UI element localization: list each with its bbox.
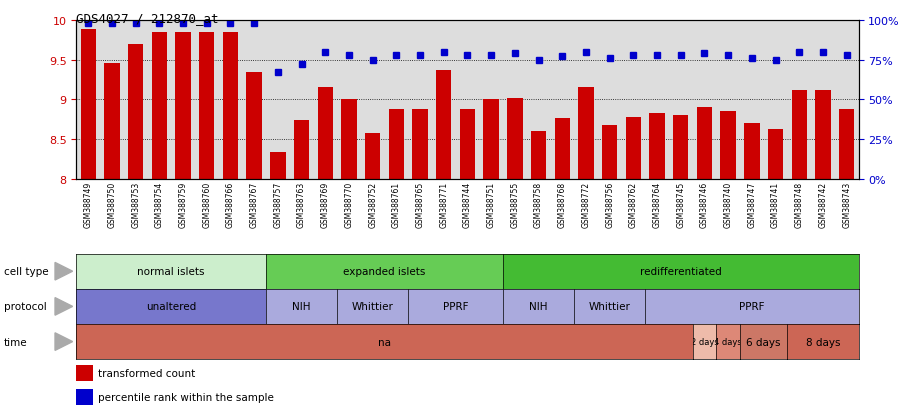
Bar (436, 71, 451, 180)
Bar (555, 119, 570, 180)
Bar (81, 30, 96, 180)
Bar (815, 90, 831, 180)
Text: time: time (4, 337, 28, 347)
Text: unaltered: unaltered (147, 301, 196, 312)
Text: 2 days: 2 days (690, 337, 718, 346)
Polygon shape (55, 298, 73, 316)
Bar (152, 33, 167, 180)
Text: 4 days: 4 days (715, 337, 742, 346)
Polygon shape (55, 333, 73, 351)
Bar (697, 108, 712, 180)
Text: 6 days: 6 days (746, 337, 781, 347)
Bar (76, 365, 93, 381)
Text: percentile rank within the sample: percentile rank within the sample (98, 392, 274, 402)
Bar (626, 118, 641, 180)
Bar (531, 132, 547, 180)
Bar (199, 33, 215, 180)
Bar (673, 116, 689, 180)
Bar (459, 110, 476, 180)
Text: 8 days: 8 days (806, 337, 841, 347)
Bar (76, 389, 93, 405)
Text: Whittier: Whittier (589, 301, 630, 312)
Bar (507, 99, 522, 180)
Bar (602, 126, 618, 180)
Bar (271, 153, 286, 180)
Bar (223, 33, 238, 180)
Text: protocol: protocol (4, 301, 47, 312)
Bar (128, 45, 143, 180)
Text: redifferentiated: redifferentiated (640, 266, 722, 277)
Text: normal islets: normal islets (138, 266, 205, 277)
Bar (175, 33, 191, 180)
Text: NIH: NIH (292, 301, 311, 312)
Bar (342, 100, 357, 180)
Bar (768, 130, 783, 180)
Bar (246, 72, 262, 180)
Bar (720, 112, 736, 180)
Bar (649, 114, 664, 180)
Text: cell type: cell type (4, 266, 49, 277)
Text: na: na (378, 337, 391, 347)
Bar (388, 110, 404, 180)
Bar (317, 88, 333, 180)
Bar (413, 110, 428, 180)
Text: transformed count: transformed count (98, 368, 195, 378)
Text: NIH: NIH (530, 301, 547, 312)
Text: Whittier: Whittier (352, 301, 394, 312)
Bar (578, 88, 593, 180)
Text: GDS4027 / 212870_at: GDS4027 / 212870_at (76, 12, 219, 25)
Bar (792, 90, 807, 180)
Bar (294, 121, 309, 180)
Bar (104, 64, 120, 180)
Bar (484, 100, 499, 180)
Bar (365, 133, 380, 180)
Text: PPRF: PPRF (443, 301, 468, 312)
Text: PPRF: PPRF (739, 301, 765, 312)
Polygon shape (55, 263, 73, 280)
Bar (839, 110, 854, 180)
Bar (744, 124, 760, 180)
Text: expanded islets: expanded islets (343, 266, 426, 277)
